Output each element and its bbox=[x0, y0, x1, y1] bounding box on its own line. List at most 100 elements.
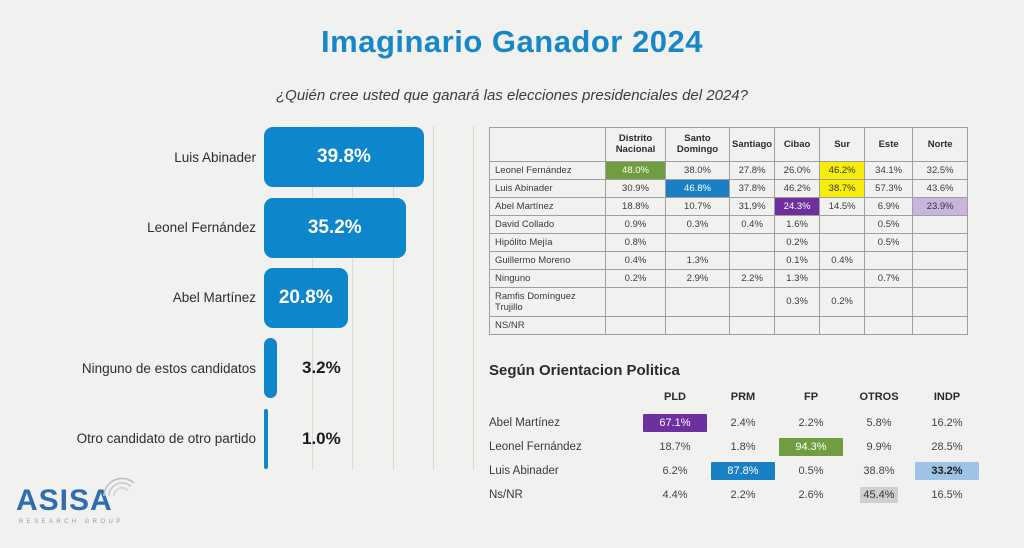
cell bbox=[912, 232, 969, 252]
table-row: Luis Abinader 30.9% 46.8% 37.8% 46.2% 38… bbox=[489, 178, 969, 198]
highlight-cell: 45.4% bbox=[860, 486, 898, 503]
table-row: Abel Martínez 67.1% 2.4% 2.2% 5.8% 16.2% bbox=[489, 411, 981, 435]
candidate-name: Abel Martínez bbox=[489, 417, 560, 429]
cell bbox=[819, 315, 866, 335]
cell bbox=[605, 315, 666, 335]
cell: 27.8% bbox=[728, 160, 776, 180]
cell: 10.7% bbox=[665, 196, 730, 216]
highlight-cell: 87.8% bbox=[711, 462, 775, 480]
bar-row: Ninguno de estos candidatos 3.2% bbox=[22, 333, 482, 403]
cell: 0.2% bbox=[605, 268, 666, 288]
candidate-name: Luis Abinader bbox=[489, 465, 559, 477]
orientation-header: PLD bbox=[664, 391, 686, 403]
cell bbox=[819, 268, 866, 288]
cell: 1.8% bbox=[730, 441, 756, 453]
bar: 35.2% bbox=[264, 197, 406, 258]
cell: 6.9% bbox=[864, 196, 914, 216]
bar-value-label: 3.2% bbox=[302, 358, 341, 378]
cell: 24.3% bbox=[774, 196, 821, 216]
cell: 46.8% bbox=[665, 178, 730, 198]
region-header: Santo Domingo bbox=[665, 127, 730, 162]
cell: 2.2% bbox=[728, 268, 776, 288]
cell: 33.2% bbox=[913, 459, 981, 483]
cell bbox=[912, 315, 969, 335]
cell: 1.3% bbox=[774, 268, 821, 288]
cell: 38.7% bbox=[819, 178, 866, 198]
cell: 2.2% bbox=[798, 417, 824, 429]
bar-value-label: 20.8% bbox=[278, 286, 333, 308]
cell: 31.9% bbox=[728, 196, 776, 216]
cell: 9.9% bbox=[866, 441, 892, 453]
bar-row: Abel Martínez 20.8% bbox=[22, 263, 482, 333]
candidate-name: Guillermo Moreno bbox=[489, 250, 606, 270]
cell bbox=[912, 214, 969, 234]
bar-track: 20.8% bbox=[264, 267, 465, 328]
bar-category-label: Otro candidato de otro partido bbox=[76, 431, 256, 447]
candidate-name: Leonel Fernández bbox=[489, 160, 606, 180]
cell: 87.8% bbox=[709, 459, 777, 483]
orientation-table: PLD PRM FP OTROS INDP Abel Martínez 67.1… bbox=[489, 387, 981, 506]
bar-row: Leonel Fernández 35.2% bbox=[22, 192, 482, 262]
bar-category-label: Leonel Fernández bbox=[147, 220, 256, 236]
region-header: Este bbox=[864, 127, 914, 162]
bar-value-label: 35.2% bbox=[307, 216, 362, 238]
logo-tagline: RESEARCH GROUP bbox=[19, 519, 124, 525]
cell: 14.5% bbox=[819, 196, 866, 216]
cell: 0.5% bbox=[864, 214, 914, 234]
region-table: Distrito Nacional Santo Domingo Santiago… bbox=[489, 127, 969, 335]
cell bbox=[774, 315, 821, 335]
cell: 67.1% bbox=[641, 411, 709, 435]
bar bbox=[264, 338, 277, 399]
cell: 2.9% bbox=[665, 268, 730, 288]
cell: 45.4% bbox=[845, 483, 913, 506]
bar-value-label: 1.0% bbox=[302, 428, 341, 448]
cell: 5.8% bbox=[866, 417, 892, 429]
cell: 0.5% bbox=[864, 232, 914, 252]
cell bbox=[864, 250, 914, 270]
cell: 43.6% bbox=[912, 178, 969, 198]
region-header: Cibao bbox=[774, 127, 821, 162]
cell: 37.8% bbox=[728, 178, 776, 198]
cell: 0.4% bbox=[728, 214, 776, 234]
bar: 39.8% bbox=[264, 127, 424, 188]
region-header: Sur bbox=[819, 127, 866, 162]
bar-row: Otro candidato de otro partido 1.0% bbox=[22, 404, 482, 474]
region-table-header-row: Distrito Nacional Santo Domingo Santiago… bbox=[489, 127, 969, 162]
candidate-name: Abel Martínez bbox=[489, 196, 606, 216]
cell: 32.5% bbox=[912, 160, 969, 180]
cell bbox=[728, 250, 776, 270]
cell: 0.3% bbox=[774, 286, 821, 317]
candidate-name: NS/NR bbox=[489, 315, 606, 335]
page-subtitle: ¿Quién cree usted que ganará las eleccio… bbox=[276, 87, 748, 104]
region-header-blank bbox=[489, 127, 606, 162]
cell: 0.3% bbox=[665, 214, 730, 234]
table-row: Ns/NR 4.4% 2.2% 2.6% 45.4% 16.5% bbox=[489, 483, 981, 506]
region-header: Norte bbox=[912, 127, 969, 162]
region-header: Santiago bbox=[728, 127, 776, 162]
cell: 4.4% bbox=[662, 488, 688, 501]
cell: 16.5% bbox=[931, 488, 963, 501]
cell bbox=[864, 286, 914, 317]
cell: 1.6% bbox=[774, 214, 821, 234]
cell bbox=[665, 315, 730, 335]
candidate-name: Luis Abinader bbox=[489, 178, 606, 198]
cell: 34.1% bbox=[864, 160, 914, 180]
orientation-header: FP bbox=[803, 391, 819, 403]
cell: 57.3% bbox=[864, 178, 914, 198]
cell: 30.9% bbox=[605, 178, 666, 198]
cell bbox=[728, 286, 776, 317]
cell: 0.8% bbox=[605, 232, 666, 252]
cell: 46.2% bbox=[819, 160, 866, 180]
candidate-name: Ns/NR bbox=[489, 488, 523, 501]
cell: 38.8% bbox=[863, 465, 895, 477]
orientation-header: OTROS bbox=[859, 391, 899, 403]
bar-category-label: Ninguno de estos candidatos bbox=[81, 360, 256, 376]
cell: 94.3% bbox=[777, 435, 845, 459]
table-row: Luis Abinader 6.2% 87.8% 0.5% 38.8% 33.2… bbox=[489, 459, 981, 483]
cell bbox=[819, 214, 866, 234]
orientation-header-blank bbox=[489, 387, 641, 411]
cell: 2.2% bbox=[730, 488, 756, 501]
winner-bar-chart: Luis Abinader 39.8% Leonel Fernández 35.… bbox=[22, 122, 482, 474]
region-header: Distrito Nacional bbox=[605, 127, 666, 162]
cell: 28.5% bbox=[931, 441, 963, 453]
